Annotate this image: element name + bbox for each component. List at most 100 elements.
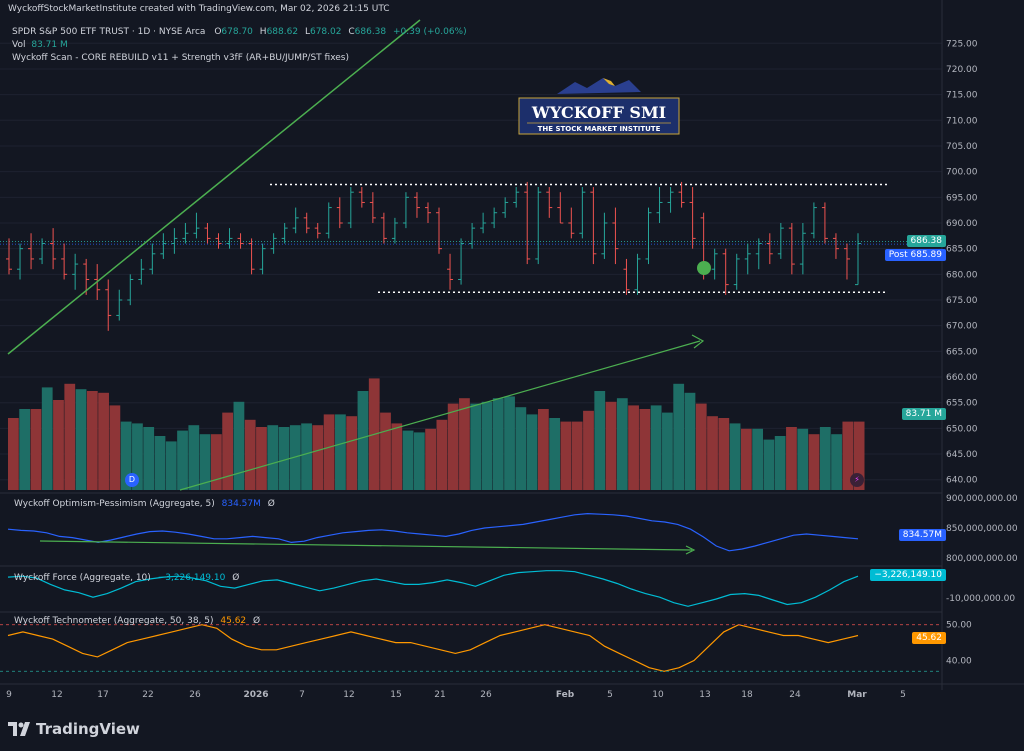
volume-bar (256, 427, 267, 490)
price-tick-label: 685.00 (946, 245, 978, 255)
volume-bar (549, 418, 561, 490)
volume-bar (210, 434, 222, 490)
time-tick-label: 10 (652, 690, 664, 700)
price-tick-label: 660.00 (946, 373, 978, 383)
logo-subtitle: THE STOCK MARKET INSTITUTE (538, 125, 661, 133)
price-axis[interactable]: 725.00 720.00 715.00 710.00 705.00 700.00 695.… (946, 39, 978, 485)
techno-value: 45.62 (220, 616, 247, 626)
volume-bar (515, 407, 527, 490)
volume-bar (19, 409, 31, 490)
volume-bar (346, 416, 358, 490)
volume-bar (8, 418, 19, 490)
force-tag: −3,226,149.10 (870, 569, 946, 581)
price-tick-label: 690.00 (946, 219, 978, 229)
volume-bar (402, 430, 414, 490)
tradingview-logo[interactable]: TradingView (8, 720, 140, 738)
spring-marker (697, 261, 711, 275)
price-tick-label: 680.00 (946, 270, 978, 280)
price-tick-label: 675.00 (946, 296, 978, 306)
logo-title: WYCKOFF SMI (531, 103, 666, 122)
credit-line: WyckoffStockMarketInstitute created with… (8, 4, 390, 14)
volume-bar (650, 405, 662, 490)
time-axis[interactable]: 9 12 17 22 26 2026 7 12 15 21 26 Feb 5 10 13 18 24 Mar 5 (6, 690, 906, 700)
optimism-pane[interactable]: 900,000,000.00 850,000,000.00 800,000,000.… (7, 494, 1018, 564)
volume-bar (459, 398, 470, 490)
optimism-trend-arrow (39, 540, 693, 551)
dividend-marker[interactable]: D (125, 473, 139, 487)
force-pane[interactable]: -10,000,000.00 (7, 570, 1015, 607)
post-value: 685.89 (910, 250, 943, 260)
volume-bar (120, 421, 132, 490)
symbol-line[interactable]: SPDR S&P 500 ETF TRUST · 1D · NYSE Arca … (12, 27, 467, 37)
indicator-title: Wyckoff Scan - CORE REBUILD v11 + Streng… (12, 53, 349, 63)
volume-bar (425, 428, 436, 490)
volume-bar (41, 387, 53, 490)
force-label[interactable]: Wyckoff Force (Aggregate, 10) −3,226,149… (14, 573, 239, 583)
volume-bar (605, 401, 617, 490)
techno-null-icon: Ø (253, 616, 261, 626)
indicator-line[interactable]: Wyckoff Scan - CORE REBUILD v11 + Streng… (12, 53, 349, 63)
volume-bar (109, 405, 121, 490)
time-tick-label: 22 (142, 690, 153, 700)
arrow-head-icon (685, 545, 696, 555)
time-tick-label: 26 (480, 690, 492, 700)
credit-text: WyckoffStockMarketInstitute created with… (8, 4, 390, 14)
volume-bar (188, 425, 200, 490)
techno-label[interactable]: Wyckoff Technometer (Aggregate, 50, 38, … (14, 616, 260, 626)
volume-bar (244, 419, 256, 490)
volume-bar (413, 432, 425, 490)
volume-bar (504, 396, 515, 490)
optimism-tick-label: 850,000,000.00 (946, 524, 1018, 534)
trend-lines (7, 19, 711, 491)
techno-tick-label: 40.00 (946, 657, 972, 667)
volume-bar (774, 436, 786, 490)
volume-bar (560, 421, 572, 490)
volume-bar (571, 421, 583, 490)
volume-bar (526, 414, 538, 490)
volume-tag: 83.71 M (901, 408, 946, 420)
volume-bars (8, 378, 865, 490)
ohlc-low-label: L (304, 27, 310, 37)
volume-bar (391, 423, 403, 490)
volume-bar (436, 419, 448, 490)
ohlc-high-label: H (259, 27, 267, 37)
volume-bar (763, 439, 775, 490)
volume-value: 83.71 M (31, 40, 68, 50)
techno-tick-label: 50.00 (946, 621, 972, 631)
volume-bar (447, 403, 459, 490)
price-tick-label: 705.00 (946, 142, 978, 152)
volume-bar (357, 391, 369, 490)
volume-bar (786, 427, 797, 490)
ohlc-close: 686.38 (354, 27, 387, 37)
post-price-tag: Post 685.89 (884, 249, 946, 261)
optimism-tag: 834.57M (898, 529, 946, 541)
volume-line[interactable]: Vol 83.71 M (12, 40, 68, 50)
time-tick-label: 5 (900, 690, 906, 700)
volume-bar (64, 383, 76, 490)
time-tick-label: Mar (847, 690, 867, 700)
indicator-line (7, 570, 859, 607)
ohlc-low: 678.02 (309, 27, 342, 37)
technometer-pane[interactable]: 50.00 40.00 (0, 621, 972, 672)
force-value: −3,226,149.10 (157, 573, 226, 583)
price-tick-label: 665.00 (946, 347, 978, 357)
time-tick-label: 21 (434, 690, 445, 700)
volume-bar (154, 436, 166, 490)
optimism-null-icon: Ø (267, 499, 275, 509)
volume-bar (222, 412, 234, 490)
volume-bar (639, 409, 651, 490)
earnings-marker-icon[interactable]: ⚡ (850, 473, 864, 487)
volume-trend-arrow (179, 340, 701, 491)
force-tick-label: -10,000,000.00 (946, 594, 1015, 604)
tradingview-brand: TradingView (36, 720, 140, 738)
time-tick-label: 26 (189, 690, 201, 700)
optimism-label[interactable]: Wyckoff Optimism-Pessimism (Aggregate, 5… (14, 499, 275, 509)
time-tick-label: 18 (741, 690, 753, 700)
time-tick-label: 7 (299, 690, 305, 700)
techno-title: Wyckoff Technometer (Aggregate, 50, 38, … (14, 616, 214, 626)
volume-bar (481, 401, 493, 490)
volume-bar (492, 398, 504, 490)
time-tick-label: 15 (390, 690, 401, 700)
